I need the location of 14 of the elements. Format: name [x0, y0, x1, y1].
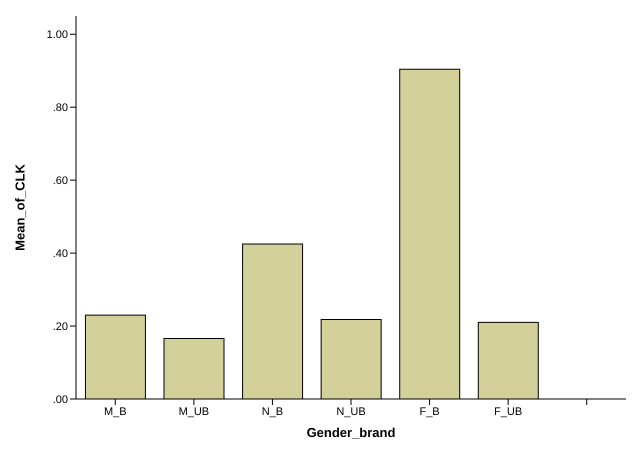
x-tick-label: F_B [419, 406, 440, 418]
x-tick-label: N_UB [336, 406, 366, 418]
y-tick-label: .60 [52, 175, 68, 188]
x-tick-label: N_B [262, 406, 284, 418]
y-tick-label: .40 [52, 248, 68, 260]
y-tick-label: .20 [52, 320, 68, 333]
y-axis-title: Mean_of_CLK [12, 164, 28, 251]
y-tick-label: .00 [52, 394, 68, 406]
y-tick-label: .80 [52, 102, 68, 114]
x-tick-label: M_UB [178, 406, 210, 418]
x-axis-title: Gender_brand [306, 425, 396, 440]
y-tick-label: 1.00 [46, 29, 68, 42]
x-tick-label: F_UB [494, 406, 522, 418]
x-tick-label: M_B [104, 406, 127, 418]
